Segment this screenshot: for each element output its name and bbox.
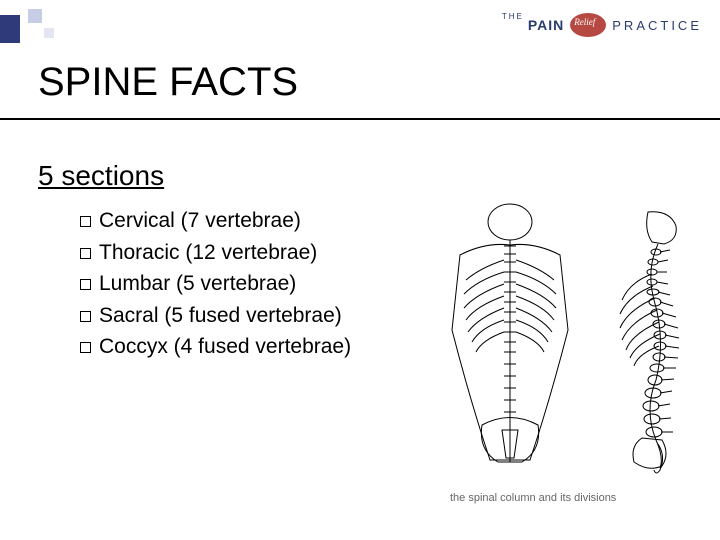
spine-diagram-svg (430, 200, 710, 510)
section-heading: 5 sections (38, 160, 164, 192)
square-bullet-icon (80, 216, 91, 227)
list-item-label: Thoracic (12 vertebrae) (99, 237, 317, 269)
sections-list: Cervical (7 vertebrae) Thoracic (12 vert… (80, 205, 351, 363)
list-item: Sacral (5 fused vertebrae) (80, 300, 351, 332)
list-item: Thoracic (12 vertebrae) (80, 237, 351, 269)
title-underline (0, 118, 720, 120)
corner-accent-square-1 (28, 9, 42, 23)
corner-accent-bar (0, 15, 20, 43)
logo-pain-text: PAIN (528, 17, 564, 33)
list-item-label: Sacral (5 fused vertebrae) (99, 300, 342, 332)
list-item-label: Lumbar (5 vertebrae) (99, 268, 296, 300)
square-bullet-icon (80, 342, 91, 353)
corner-accent-square-2 (44, 28, 54, 38)
square-bullet-icon (80, 248, 91, 259)
logo-the-text: THE (502, 12, 524, 21)
list-item: Coccyx (4 fused vertebrae) (80, 331, 351, 363)
list-item: Lumbar (5 vertebrae) (80, 268, 351, 300)
square-bullet-icon (80, 311, 91, 322)
figure-caption: the spinal column and its divisions (450, 492, 616, 504)
page-title: SPINE FACTS (38, 60, 298, 105)
logo-swirl-icon: Relief (568, 10, 608, 40)
spine-diagram (430, 200, 710, 510)
brand-logo: THE PAIN Relief PRACTICE (502, 10, 702, 40)
square-bullet-icon (80, 279, 91, 290)
list-item: Cervical (7 vertebrae) (80, 205, 351, 237)
list-item-label: Coccyx (4 fused vertebrae) (99, 331, 351, 363)
list-item-label: Cervical (7 vertebrae) (99, 205, 301, 237)
logo-relief-text: Relief (574, 17, 595, 27)
logo-practice-text: PRACTICE (612, 18, 702, 33)
